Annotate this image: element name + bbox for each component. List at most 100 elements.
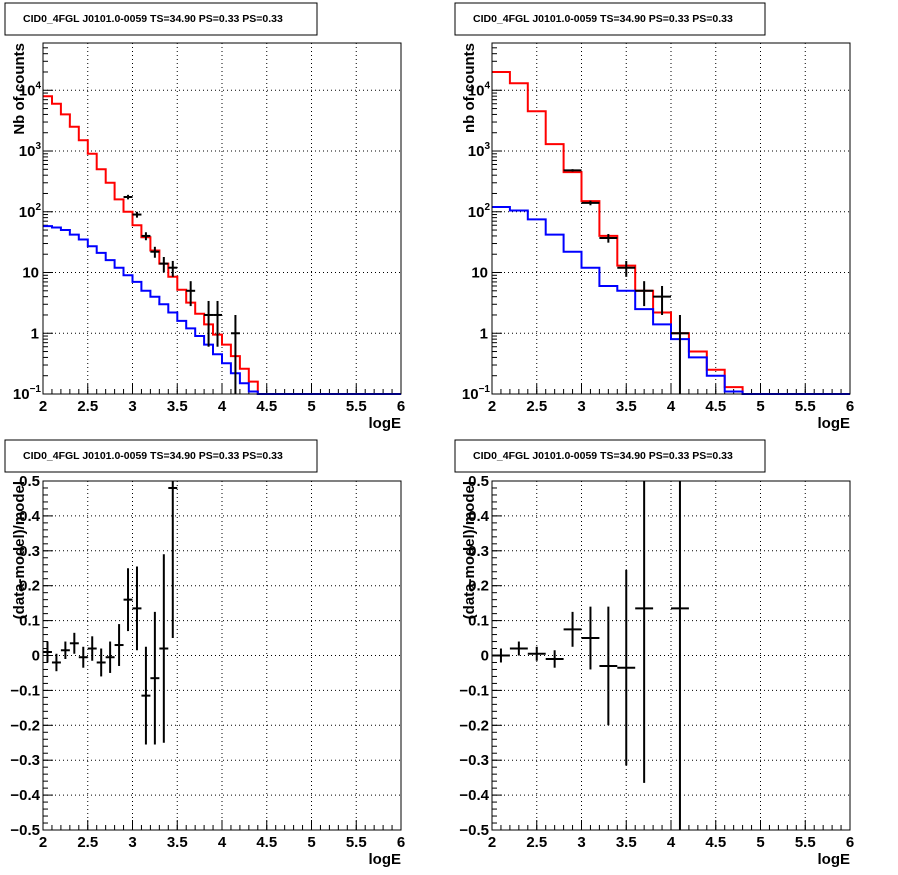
y-tick-label: 103	[19, 141, 42, 160]
y-tick-label: 0	[32, 648, 40, 665]
x-tick-label: 4	[667, 398, 676, 415]
y-tick-label: 0.4	[468, 508, 490, 525]
x-tick-label: 4	[667, 834, 676, 851]
data-point	[159, 257, 169, 273]
x-tick-label: 2.5	[77, 398, 98, 415]
y-axis-title: nb of counts	[461, 43, 478, 133]
data-point	[150, 611, 160, 745]
data-point	[599, 234, 618, 243]
data-point	[69, 632, 79, 654]
x-tick-label: 3.5	[167, 398, 188, 415]
chart-panel-3: CID0_4FGL J0101.0-0059 TS=34.90 PS=0.33 …	[4, 439, 405, 868]
y-tick-label: 102	[468, 202, 491, 221]
title-box	[454, 439, 766, 473]
data-point	[168, 260, 178, 277]
data-point	[563, 611, 582, 647]
data-point	[132, 211, 142, 218]
data-point	[635, 481, 654, 783]
data-point	[105, 641, 115, 673]
data-point	[87, 636, 97, 661]
plot-frame	[42, 42, 402, 395]
y-tick-label: 1	[480, 325, 488, 342]
x-tick-label: 2	[39, 398, 47, 415]
y-axis-title: Nb of counts	[11, 43, 28, 135]
y-tick-label: 104	[19, 80, 42, 99]
data-point	[527, 646, 546, 661]
y-tick-label: −0.1	[459, 682, 489, 699]
x-tick-label: 2.5	[77, 834, 98, 851]
title-box	[4, 439, 318, 473]
y-axis-title: (data-model)/model	[461, 481, 478, 619]
y-tick-label: 1	[31, 325, 39, 342]
data-point	[123, 568, 133, 632]
x-tick-label: 2.5	[526, 834, 547, 851]
data-point	[150, 246, 160, 258]
y-tick-label: 0	[481, 648, 489, 665]
x-tick-label: 3.5	[167, 834, 188, 851]
y-tick-label: −0.3	[10, 752, 40, 769]
chart-panel-1: CID0_4FGL J0101.0-0059 TS=34.90 PS=0.33 …	[4, 2, 405, 432]
x-tick-label: 5	[307, 834, 315, 851]
x-tick-label: 2	[488, 398, 496, 415]
data-point	[60, 641, 70, 659]
plot-frame	[491, 42, 851, 395]
data-point	[141, 646, 151, 745]
x-tick-label: 5.5	[795, 834, 816, 851]
x-tick-label: 3.5	[616, 398, 637, 415]
y-tick-label: 102	[19, 202, 42, 221]
data-point	[581, 200, 600, 206]
x-tick-label: 6	[846, 398, 854, 415]
x-tick-label: 4.5	[705, 398, 726, 415]
data-point	[213, 300, 222, 347]
data-point	[563, 169, 582, 172]
data-point	[671, 314, 689, 394]
y-tick-label: 0.1	[19, 613, 40, 630]
data-point	[43, 641, 52, 663]
data-point	[132, 566, 142, 651]
x-tick-label: 4.5	[256, 834, 277, 851]
data-point	[492, 648, 510, 663]
chart-title: CID0_4FGL J0101.0-0059 TS=34.90 PS=0.33 …	[473, 13, 733, 25]
data-point	[159, 554, 169, 743]
chart-panel-4: CID0_4FGL J0101.0-0059 TS=34.90 PS=0.33 …	[454, 439, 854, 868]
data-point	[617, 260, 636, 277]
chart-title: CID0_4FGL J0101.0-0059 TS=34.90 PS=0.33 …	[23, 450, 283, 462]
x-tick-label: 6	[397, 834, 405, 851]
y-tick-label: 0.2	[19, 578, 40, 595]
y-tick-label: −0.3	[459, 752, 489, 769]
data-point	[509, 641, 528, 656]
plot-frame	[42, 480, 402, 831]
y-tick-label: −0.2	[10, 717, 40, 734]
x-axis-title: logE	[369, 851, 402, 868]
x-tick-label: 5.5	[346, 834, 367, 851]
y-tick-label: −0.5	[10, 822, 40, 839]
data-point	[581, 606, 600, 670]
data-point	[51, 653, 61, 672]
x-tick-label: 2.5	[526, 398, 547, 415]
y-tick-label: 104	[468, 80, 491, 99]
y-tick-label: 10−1	[462, 384, 491, 403]
data-point	[617, 569, 636, 766]
y-tick-label: 0.1	[468, 613, 489, 630]
data-point	[204, 300, 214, 347]
y-tick-label: 0.5	[468, 473, 489, 490]
x-tick-label: 5	[756, 834, 764, 851]
x-tick-label: 5	[307, 398, 315, 415]
y-tick-label: 0.3	[19, 543, 40, 560]
x-tick-label: 3.5	[616, 834, 637, 851]
x-tick-label: 3	[577, 834, 585, 851]
y-tick-label: −0.5	[459, 822, 489, 839]
data-point	[599, 606, 618, 726]
y-tick-label: 10	[22, 265, 39, 282]
x-tick-label: 4.5	[256, 398, 277, 415]
x-tick-label: 4	[218, 398, 227, 415]
data-point	[635, 281, 654, 307]
data-point	[123, 194, 133, 200]
x-tick-label: 3	[577, 398, 585, 415]
y-tick-label: 0.5	[19, 473, 40, 490]
x-tick-label: 5.5	[346, 398, 367, 415]
x-tick-label: 6	[846, 834, 854, 851]
y-tick-label: 10	[471, 265, 488, 282]
chart-panel-2: CID0_4FGL J0101.0-0059 TS=34.90 PS=0.33 …	[454, 2, 854, 432]
title-box	[4, 2, 318, 36]
